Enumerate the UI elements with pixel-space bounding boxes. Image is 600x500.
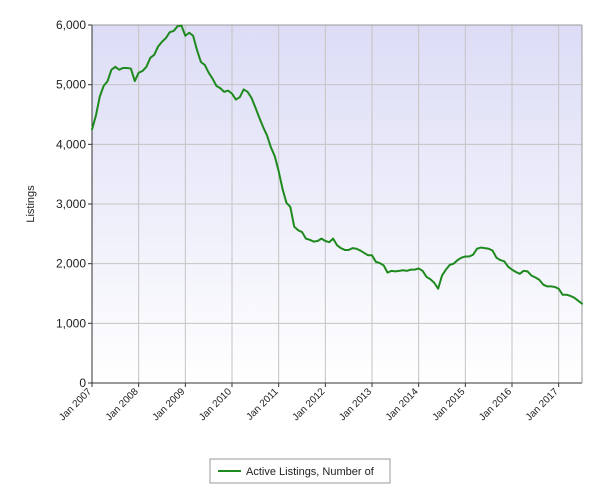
series-layer — [91, 24, 583, 305]
x-tick-label: Jan 2016 — [477, 386, 514, 423]
series-line-active-listings — [91, 24, 583, 305]
y-axis-title: Listings — [25, 185, 37, 223]
y-tick-labels: 0 1,000 2,000 3,000 4,000 5,000 6,000 — [56, 18, 92, 390]
y-tick-label: 1,000 — [56, 316, 86, 330]
x-tick-label: Jan 2010 — [197, 386, 234, 423]
y-tick-label: 3,000 — [56, 197, 86, 211]
x-tick-labels: Jan 2007 Jan 2008 Jan 2009 Jan 2010 Jan 2011… — [57, 383, 561, 423]
y-tick-label: 5,000 — [56, 78, 86, 92]
x-tick-label: Jan 2008 — [104, 386, 141, 423]
x-tick-label: Jan 2012 — [291, 386, 328, 423]
legend-label: Active Listings, Number of — [246, 466, 375, 478]
y-tick-label: 6,000 — [56, 18, 86, 32]
y-tick-label: 2,000 — [56, 257, 86, 271]
legend: Active Listings, Number of — [209, 458, 391, 484]
x-tick-label: Jan 2015 — [431, 386, 468, 423]
x-tick-label: Jan 2007 — [57, 386, 94, 423]
x-tick-label: Jan 2013 — [337, 386, 374, 423]
y-tick-label: 4,000 — [56, 137, 86, 151]
x-tick-label: Jan 2014 — [384, 386, 421, 423]
x-tick-label: Jan 2009 — [151, 386, 188, 423]
x-tick-label: Jan 2011 — [244, 386, 281, 423]
y-tick-label: 0 — [79, 376, 86, 390]
x-tick-label: Jan 2017 — [524, 386, 561, 423]
